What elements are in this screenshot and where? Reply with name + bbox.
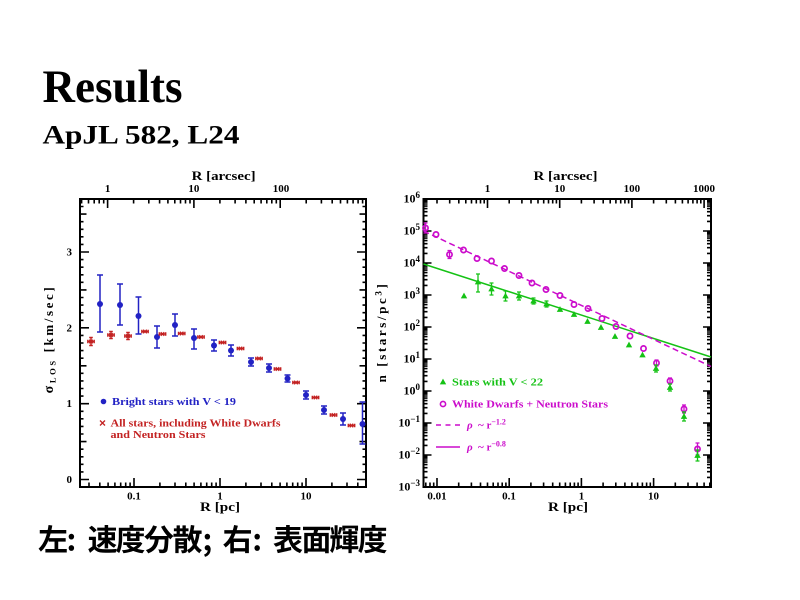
svg-text:104: 104: [404, 254, 421, 270]
svg-text:0.01: 0.01: [427, 491, 446, 503]
svg-text:σLOS [km/sec]: σLOS [km/sec]: [41, 285, 58, 394]
svg-text:105: 105: [404, 222, 421, 238]
svg-text:1: 1: [67, 398, 73, 410]
svg-text:1: 1: [485, 183, 491, 195]
svg-text:~ r−1.2: ~ r−1.2: [478, 418, 506, 432]
svg-text:1: 1: [105, 183, 111, 195]
svg-text:10: 10: [188, 183, 200, 195]
svg-text:ApJL 582, L24: ApJL 582, L24: [43, 121, 240, 150]
svg-text:100: 100: [624, 183, 641, 195]
svg-text:n [stars/pc3]: n [stars/pc3]: [374, 282, 390, 383]
svg-text:R [pc]: R [pc]: [548, 499, 588, 514]
svg-text:10−3: 10−3: [398, 478, 420, 494]
svg-text:10−2: 10−2: [398, 446, 420, 462]
svg-text:Bright stars with V < 19: Bright stars with V < 19: [112, 397, 236, 408]
svg-text:White Dwarfs + Neutron Stars: White Dwarfs + Neutron Stars: [452, 400, 608, 411]
svg-text:Stars with V < 22: Stars with V < 22: [452, 378, 543, 389]
svg-text:10−1: 10−1: [398, 414, 420, 430]
svg-text:Results: Results: [43, 61, 183, 113]
svg-text:100: 100: [404, 382, 421, 398]
svg-text:1000: 1000: [693, 183, 716, 195]
svg-text:102: 102: [404, 318, 421, 334]
svg-text:106: 106: [404, 190, 421, 206]
svg-text:ρ: ρ: [466, 420, 473, 432]
svg-text:~ r−0.8: ~ r−0.8: [478, 440, 506, 454]
svg-text:1: 1: [579, 491, 585, 503]
svg-text:101: 101: [404, 350, 421, 366]
svg-text:R [arcsec]: R [arcsec]: [534, 169, 598, 183]
svg-text:and Neutron Stars: and Neutron Stars: [111, 430, 206, 441]
svg-text:3: 3: [67, 247, 73, 259]
svg-text:0.1: 0.1: [127, 491, 141, 503]
svg-text:R [arcsec]: R [arcsec]: [192, 169, 256, 183]
svg-text:R [pc]: R [pc]: [200, 499, 240, 514]
svg-text:10: 10: [648, 491, 660, 503]
svg-text:0.1: 0.1: [502, 491, 516, 503]
svg-text:All stars, including White Dwa: All stars, including White Dwarfs: [111, 419, 281, 430]
svg-text:10: 10: [301, 491, 313, 503]
svg-text:1: 1: [217, 491, 223, 503]
svg-text:100: 100: [273, 183, 290, 195]
svg-text:103: 103: [404, 286, 421, 302]
svg-text:10: 10: [554, 183, 566, 195]
svg-text:ρ: ρ: [466, 442, 473, 454]
svg-text:0: 0: [67, 474, 73, 486]
svg-text:2: 2: [67, 322, 73, 334]
